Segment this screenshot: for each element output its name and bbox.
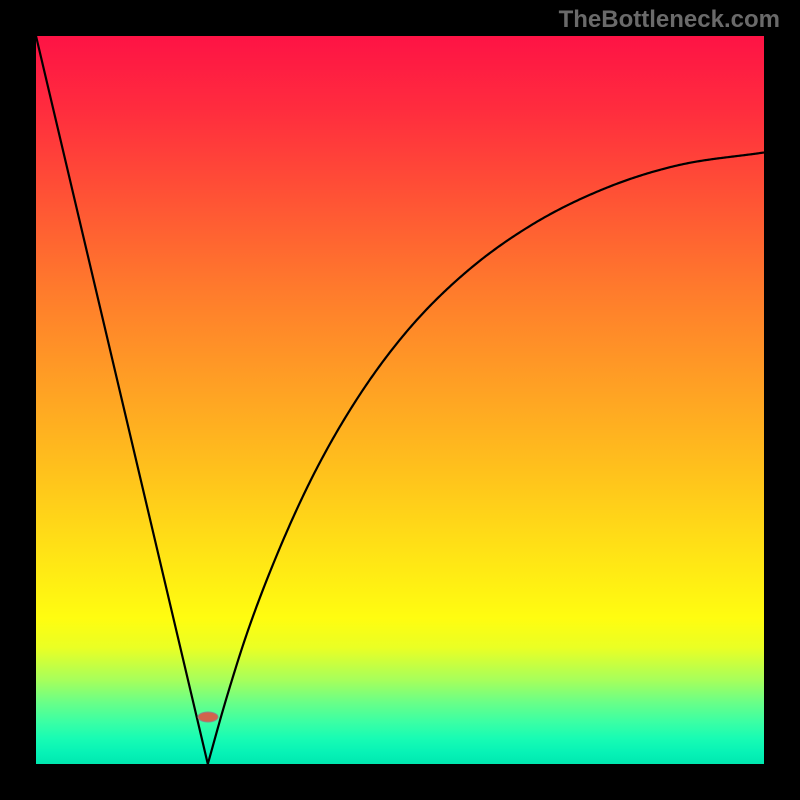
chart-container: TheBottleneck.com	[0, 0, 800, 800]
min-marker	[198, 712, 218, 722]
watermark-text: TheBottleneck.com	[559, 6, 780, 34]
bottleneck-curve	[36, 36, 764, 764]
plot-area	[36, 36, 764, 764]
curve-svg	[36, 36, 764, 764]
